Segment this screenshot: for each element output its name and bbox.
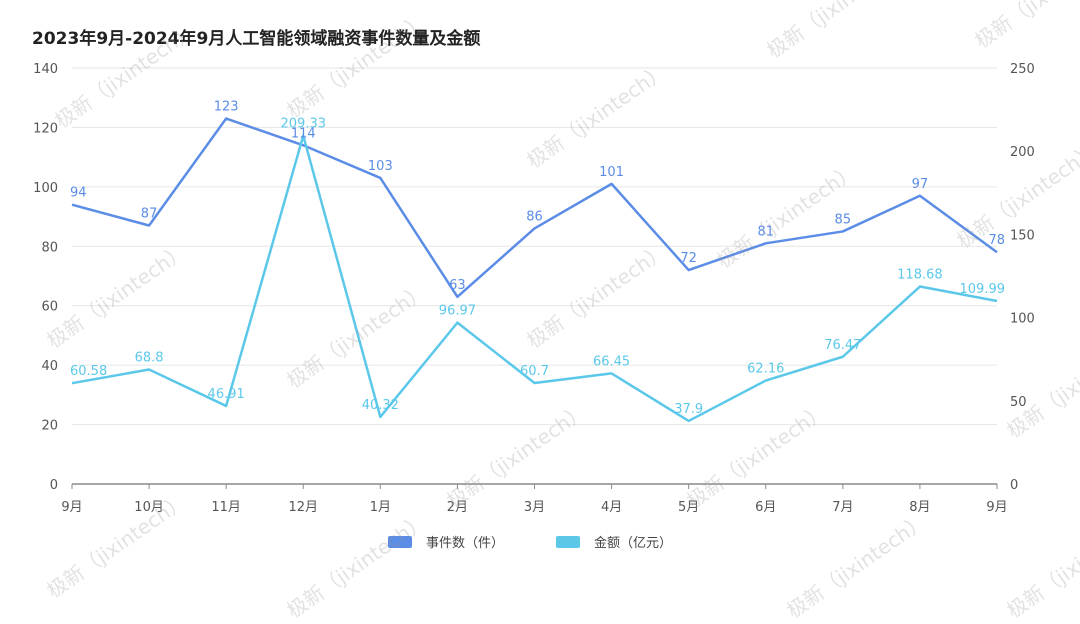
series-lines bbox=[71, 117, 998, 423]
x-tick-label: 4月 bbox=[601, 500, 622, 515]
x-tick-label: 3月 bbox=[524, 500, 545, 515]
chart: 0 20 40 60 80 100 120 140 0 50 100 150 200 250 9月 10月 11… bbox=[33, 62, 1035, 551]
y-left-tick-label: 120 bbox=[33, 121, 58, 136]
data-label: 76.47 bbox=[824, 338, 861, 353]
x-tick-label: 10月 bbox=[134, 500, 164, 515]
x-tick-label: 5月 bbox=[678, 500, 699, 515]
data-label: 86 bbox=[526, 209, 543, 224]
x-tick-label: 2月 bbox=[447, 500, 468, 515]
data-label: 66.45 bbox=[593, 354, 630, 369]
data-label: 101 bbox=[599, 165, 624, 180]
data-label: 81 bbox=[757, 224, 774, 239]
data-label: 94 bbox=[70, 186, 87, 201]
y-right-tick-label: 200 bbox=[1010, 145, 1035, 160]
legend-swatch bbox=[556, 536, 580, 548]
x-tick-label: 9月 bbox=[986, 500, 1007, 515]
x-tick-label: 7月 bbox=[832, 500, 853, 515]
legend-label: 金额（亿元） bbox=[594, 535, 672, 551]
y-left-tick-label: 80 bbox=[41, 240, 58, 255]
data-label: 78 bbox=[988, 233, 1005, 248]
data-label: 60.58 bbox=[70, 364, 107, 379]
series-line-2 bbox=[71, 134, 998, 423]
y-right-tick-label: 150 bbox=[1010, 228, 1035, 243]
x-tick-label: 9月 bbox=[61, 500, 82, 515]
data-label: 68.8 bbox=[135, 351, 164, 366]
y-left-tick-label: 60 bbox=[41, 300, 58, 315]
data-labels: 94 87 123 114 103 63 86 101 72 81 85 97 78 60.58 68.8 4… bbox=[70, 100, 1005, 417]
legend-swatch bbox=[388, 536, 412, 548]
grid-lines bbox=[72, 67, 997, 426]
data-label: 62.16 bbox=[747, 362, 784, 377]
series-line-1 bbox=[71, 117, 998, 299]
data-label: 46.91 bbox=[208, 387, 245, 402]
y-left-tick-label: 140 bbox=[33, 62, 58, 77]
x-tick-label: 12月 bbox=[288, 500, 318, 515]
data-label: 209.33 bbox=[281, 117, 327, 132]
y-left-tick-label: 20 bbox=[41, 419, 58, 434]
data-label: 123 bbox=[214, 100, 239, 115]
data-label: 40.32 bbox=[362, 398, 399, 413]
axes: 0 20 40 60 80 100 120 140 0 50 100 150 200 250 9月 10月 11… bbox=[33, 62, 1035, 515]
y-left-tick-label: 40 bbox=[41, 359, 58, 374]
data-label: 109.99 bbox=[960, 282, 1006, 297]
y-right-tick-label: 250 bbox=[1010, 62, 1035, 77]
data-label: 97 bbox=[912, 177, 929, 192]
x-tick-label: 6月 bbox=[755, 500, 776, 515]
y-left-tick-label: 100 bbox=[33, 181, 58, 196]
data-label: 63 bbox=[449, 278, 466, 293]
data-label: 118.68 bbox=[897, 268, 943, 283]
data-label: 87 bbox=[141, 206, 158, 221]
legend-label: 事件数（件） bbox=[426, 536, 504, 551]
chart-title: 2023年9月-2024年9月人工智能领域融资事件数量及金额 bbox=[32, 29, 481, 49]
data-label: 37.9 bbox=[674, 402, 703, 417]
legend: 事件数（件） 金额（亿元） bbox=[388, 535, 672, 551]
data-label: 114 bbox=[291, 126, 316, 141]
y-left-tick-label: 0 bbox=[50, 478, 58, 493]
y-right-tick-label: 0 bbox=[1010, 478, 1018, 493]
data-label: 72 bbox=[680, 251, 697, 266]
x-tick-label: 1月 bbox=[370, 500, 391, 515]
y-right-tick-label: 100 bbox=[1010, 312, 1035, 327]
data-label: 96.97 bbox=[439, 304, 476, 319]
data-label: 103 bbox=[368, 159, 393, 174]
x-tick-label: 11月 bbox=[211, 500, 241, 515]
data-label: 60.7 bbox=[520, 364, 549, 379]
y-right-tick-label: 50 bbox=[1010, 395, 1027, 410]
data-label: 85 bbox=[835, 212, 852, 227]
x-tick-label: 8月 bbox=[909, 500, 930, 515]
